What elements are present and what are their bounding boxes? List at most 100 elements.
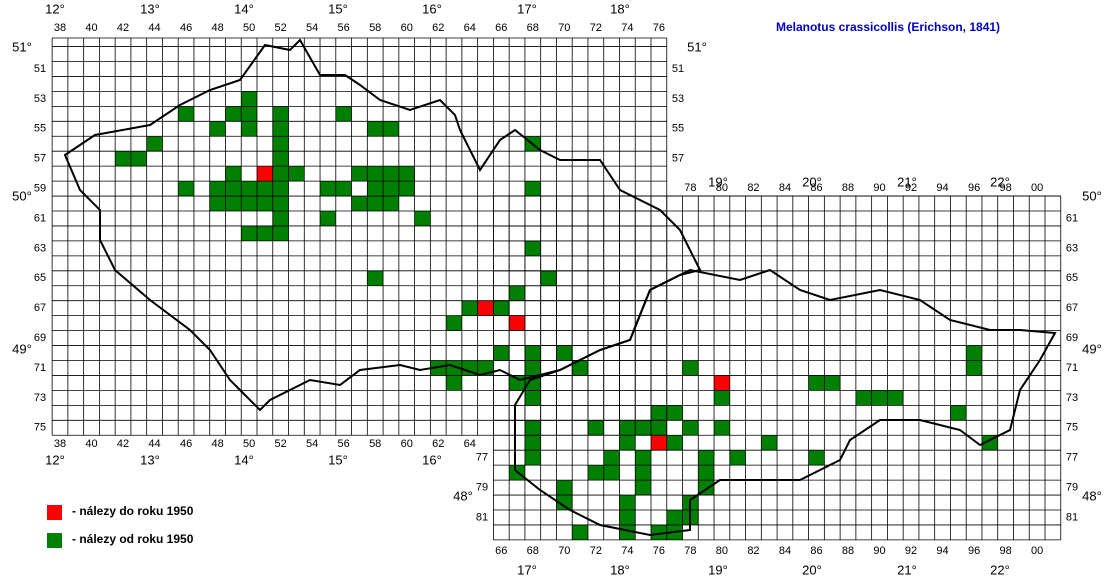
label: 78 <box>684 545 696 557</box>
record-cell <box>351 196 368 211</box>
label: 58 <box>369 22 381 34</box>
label: 22° <box>990 174 1010 189</box>
record-cell <box>524 240 541 256</box>
label: 98 <box>999 182 1011 194</box>
record-cell <box>619 420 636 436</box>
record-cell <box>225 196 242 211</box>
label: 68 <box>527 22 539 34</box>
record-cell <box>446 315 462 331</box>
record-cell <box>635 420 651 436</box>
label: 66 <box>495 545 507 557</box>
record-cell <box>225 181 242 197</box>
record-cell <box>272 106 289 122</box>
record-cell <box>572 360 588 376</box>
record-cell <box>871 390 888 406</box>
label: 80 <box>716 545 728 557</box>
label: 00 <box>1031 545 1043 557</box>
label: 48 <box>211 438 223 450</box>
label: 68 <box>527 545 539 557</box>
label: 71 <box>1066 362 1078 374</box>
label: 50° <box>12 188 32 203</box>
label: 18° <box>610 562 630 577</box>
label: 86 <box>810 545 822 557</box>
label: 51° <box>12 39 32 54</box>
record-cell <box>241 196 257 211</box>
record-cell <box>524 420 541 436</box>
label: 98 <box>999 545 1011 557</box>
label: 69 <box>34 332 46 344</box>
label: 64 <box>464 22 476 34</box>
label: 74 <box>621 22 633 34</box>
label: 65 <box>34 272 46 284</box>
label: 44 <box>148 438 160 450</box>
record-cell <box>714 420 730 436</box>
record-cell <box>619 435 636 451</box>
label: 44 <box>148 22 160 34</box>
record-cell <box>461 300 478 316</box>
record-cell <box>367 181 384 197</box>
label: 92 <box>905 545 917 557</box>
label: 82 <box>747 182 759 194</box>
record-cell <box>950 405 967 421</box>
label: 72 <box>590 22 602 34</box>
record-cell <box>824 375 841 391</box>
label: 42 <box>117 22 129 34</box>
label: 56 <box>338 438 350 450</box>
record-cell <box>335 181 352 197</box>
record-cell <box>682 420 699 436</box>
label: 00 <box>1031 182 1043 194</box>
record-cell <box>524 435 541 451</box>
record-cell <box>698 450 715 466</box>
label: 53 <box>672 93 684 105</box>
label: 76 <box>653 22 665 34</box>
label: 81 <box>1066 511 1078 523</box>
label: 59 <box>34 182 46 194</box>
label: 14° <box>234 452 254 467</box>
label: 54 <box>306 22 318 34</box>
label: 60 <box>401 22 413 34</box>
label: 13° <box>140 1 160 16</box>
record-cell <box>524 390 541 406</box>
record-cell <box>666 510 683 525</box>
record-cell <box>367 166 384 182</box>
record-cell <box>383 196 399 211</box>
legend-swatch <box>47 533 62 548</box>
record-cell <box>272 196 289 211</box>
label: 62 <box>432 438 444 450</box>
title: Melanotus crassicollis (Erichson, 1841) <box>776 20 1000 34</box>
label: 94 <box>936 545 948 557</box>
label: 73 <box>34 392 46 404</box>
label: 90 <box>873 545 885 557</box>
record-cell <box>493 300 510 316</box>
label: 15° <box>328 452 348 467</box>
label: 67 <box>1066 302 1078 314</box>
record-cell <box>619 495 636 510</box>
record-cell <box>714 375 730 391</box>
label: 94 <box>936 182 948 194</box>
label: 38 <box>54 22 66 34</box>
label: 53 <box>34 93 46 105</box>
label: 84 <box>779 545 791 557</box>
label: 51 <box>34 63 46 75</box>
label: 50° <box>1082 188 1102 203</box>
record-cell <box>509 315 525 331</box>
label: 12° <box>45 1 65 16</box>
label: 77 <box>1066 452 1078 464</box>
label: 17° <box>517 562 537 577</box>
record-cell <box>714 390 730 406</box>
record-cell <box>320 181 336 197</box>
label: 73 <box>1066 392 1078 404</box>
label: 65 <box>1066 272 1078 284</box>
record-cell <box>383 166 399 182</box>
record-cell <box>225 106 242 122</box>
label: 66 <box>495 22 507 34</box>
record-cell <box>509 285 525 301</box>
record-cell <box>887 390 904 406</box>
record-cell <box>241 225 257 241</box>
record-cell <box>241 106 257 122</box>
label: 17° <box>517 1 537 16</box>
label: 71 <box>34 362 46 374</box>
label: 88 <box>842 182 854 194</box>
label: 81 <box>476 511 488 523</box>
label: 16° <box>422 452 442 467</box>
